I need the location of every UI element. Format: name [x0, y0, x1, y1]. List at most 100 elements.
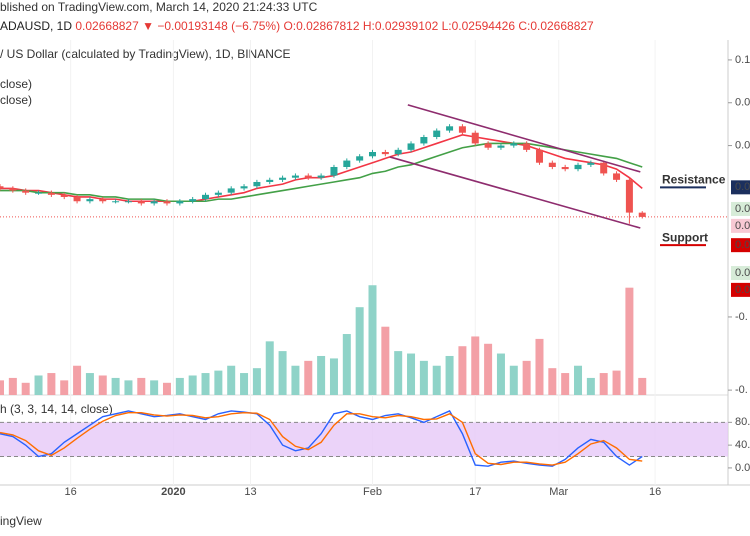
candle-body [535, 149, 543, 163]
x-tick-label: 17 [469, 486, 481, 498]
volume-bar [34, 375, 43, 395]
candle-body [407, 143, 415, 150]
price-change: ▼ −0.00193148 (−6.75%) [142, 19, 280, 33]
candle-body [523, 143, 531, 150]
volume-bar [137, 377, 146, 395]
candle-body [86, 199, 94, 202]
y-tick-label: 0.0 [735, 139, 750, 151]
candle-body [548, 162, 556, 167]
volume-bar [458, 346, 467, 395]
volume-bar [496, 353, 505, 395]
volume-bar [625, 287, 634, 395]
candle-body [137, 201, 145, 204]
price-tag [731, 238, 750, 253]
candle-body [73, 196, 81, 202]
candle-body [112, 201, 120, 203]
candle-body [9, 188, 17, 191]
candle-body [613, 173, 621, 180]
candle-body [214, 192, 222, 195]
candle-body [600, 162, 608, 174]
candle-body [574, 164, 582, 170]
candle-body [176, 201, 184, 204]
stoch-line [0, 411, 643, 466]
price-tag-label: 0.0 [735, 267, 750, 279]
volume-bar [111, 377, 120, 395]
price-tag-label: 0.0 [735, 203, 750, 215]
stoch-band [0, 422, 728, 457]
ma-legend: close) [0, 77, 32, 91]
volume-bar [484, 343, 493, 395]
candle-body [484, 143, 492, 148]
volume-bar [612, 370, 621, 395]
y-tick-label: 0.1 [735, 54, 750, 66]
volume-bar [201, 373, 210, 395]
candle-body [0, 186, 4, 189]
volume-bar [124, 380, 133, 395]
description: / US Dollar (calculated by TradingView),… [0, 47, 291, 61]
candle-body [240, 186, 248, 189]
published-note: blished on TradingView.com, March 14, 20… [0, 0, 318, 14]
price-tag [731, 218, 750, 233]
candle-body [304, 175, 312, 178]
y-tick-label: -0. [735, 384, 748, 396]
level-label: Support [662, 230, 708, 244]
candle-body [458, 126, 466, 133]
candle-body [266, 179, 274, 182]
volume-bar [381, 326, 390, 395]
candle-body [510, 143, 518, 146]
volume-bar [407, 353, 416, 395]
volume-bar [252, 368, 261, 395]
x-tick-label: 16 [65, 486, 77, 498]
volume-bar [240, 373, 249, 395]
last-price: 0.02668827 [75, 19, 139, 33]
volume-bar [471, 336, 480, 395]
volume-bar [317, 355, 326, 395]
x-tick-label: 16 [649, 486, 661, 498]
volume-bar [85, 373, 94, 395]
price-tag-label: 0.0 [735, 220, 750, 232]
candle-body [381, 152, 389, 155]
volume-bar [638, 377, 647, 395]
candle-body [202, 194, 210, 200]
candle-body [471, 132, 479, 144]
volume-bar [278, 351, 287, 395]
candle-body [446, 126, 454, 131]
candle-body [253, 181, 261, 187]
stoch-line [0, 410, 643, 467]
candle-body [189, 199, 197, 202]
y-tick-label: 0.0 [735, 462, 750, 474]
candle-body [625, 179, 633, 213]
volume-bar [432, 365, 441, 395]
trend-line [407, 104, 641, 173]
candle-body [433, 130, 441, 138]
candle-body [317, 175, 325, 178]
candle-body [420, 137, 428, 144]
candle-body [369, 152, 376, 157]
price-tag [731, 282, 750, 297]
volume-bar [60, 380, 69, 395]
volume-bar [0, 380, 4, 395]
y-tick-label: 80. [735, 416, 750, 428]
volume-bar [561, 373, 570, 395]
price-tag [731, 201, 750, 216]
volume-bar [509, 365, 518, 395]
volume-bar [535, 338, 544, 395]
candle-body [150, 201, 158, 204]
candle-body [638, 212, 646, 217]
candle-body [47, 192, 55, 195]
volume-bar [291, 365, 300, 395]
candle-body [279, 177, 287, 180]
volume-bar [355, 307, 364, 395]
volume-bar [368, 285, 377, 395]
price-tag-label: 0.0 [735, 239, 750, 251]
candle-body [291, 175, 299, 178]
candle-body [497, 145, 505, 148]
candle-body [227, 188, 235, 193]
volume-bar [73, 365, 82, 395]
y-tick-label: 0.0 [735, 97, 750, 109]
ohlc: O:0.02867812 H:0.02939102 L:0.02594426 C… [283, 19, 594, 33]
ma-legend: close) [0, 93, 32, 107]
candle-body [587, 162, 595, 165]
volume-bar [599, 373, 608, 395]
candle-body [22, 190, 30, 193]
